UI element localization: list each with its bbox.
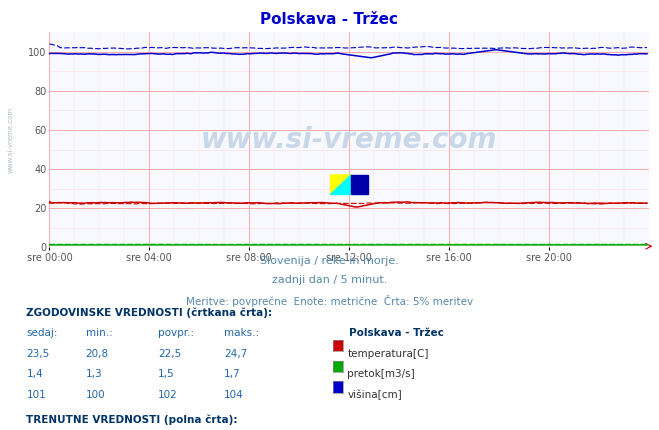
Text: višina[cm]: višina[cm] (347, 390, 402, 400)
Text: 1,5: 1,5 (158, 369, 175, 379)
Text: povpr.:: povpr.: (158, 328, 194, 338)
Text: sedaj:: sedaj: (26, 328, 58, 338)
Text: TRENUTNE VREDNOSTI (polna črta):: TRENUTNE VREDNOSTI (polna črta): (26, 415, 238, 425)
Text: 104: 104 (224, 390, 244, 400)
Text: Slovenija / reke in morje.: Slovenija / reke in morje. (260, 256, 399, 266)
Text: 1,7: 1,7 (224, 369, 241, 379)
Text: ZGODOVINSKE VREDNOSTI (črtkana črta):: ZGODOVINSKE VREDNOSTI (črtkana črta): (26, 307, 272, 318)
Text: maks.:: maks.: (224, 328, 259, 338)
Text: temperatura[C]: temperatura[C] (347, 349, 429, 359)
Text: Meritve: povprečne  Enote: metrične  Črta: 5% meritev: Meritve: povprečne Enote: metrične Črta:… (186, 295, 473, 307)
Text: 100: 100 (86, 390, 105, 400)
Text: min.:: min.: (86, 328, 113, 338)
Text: 24,7: 24,7 (224, 349, 247, 359)
Text: Polskava - Tržec: Polskava - Tržec (260, 12, 399, 27)
Text: 1,3: 1,3 (86, 369, 102, 379)
Text: 102: 102 (158, 390, 178, 400)
Text: 20,8: 20,8 (86, 349, 109, 359)
Text: 101: 101 (26, 390, 46, 400)
Text: pretok[m3/s]: pretok[m3/s] (347, 369, 415, 379)
Polygon shape (331, 175, 351, 194)
Polygon shape (331, 175, 351, 194)
Text: www.si-vreme.com: www.si-vreme.com (201, 126, 498, 154)
Text: Polskava - Tržec: Polskava - Tržec (349, 328, 444, 338)
Text: 1,4: 1,4 (26, 369, 43, 379)
Text: 23,5: 23,5 (26, 349, 49, 359)
Text: zadnji dan / 5 minut.: zadnji dan / 5 minut. (272, 275, 387, 285)
Text: 22,5: 22,5 (158, 349, 181, 359)
Text: www.si-vreme.com: www.si-vreme.com (8, 107, 14, 173)
Polygon shape (351, 175, 368, 194)
